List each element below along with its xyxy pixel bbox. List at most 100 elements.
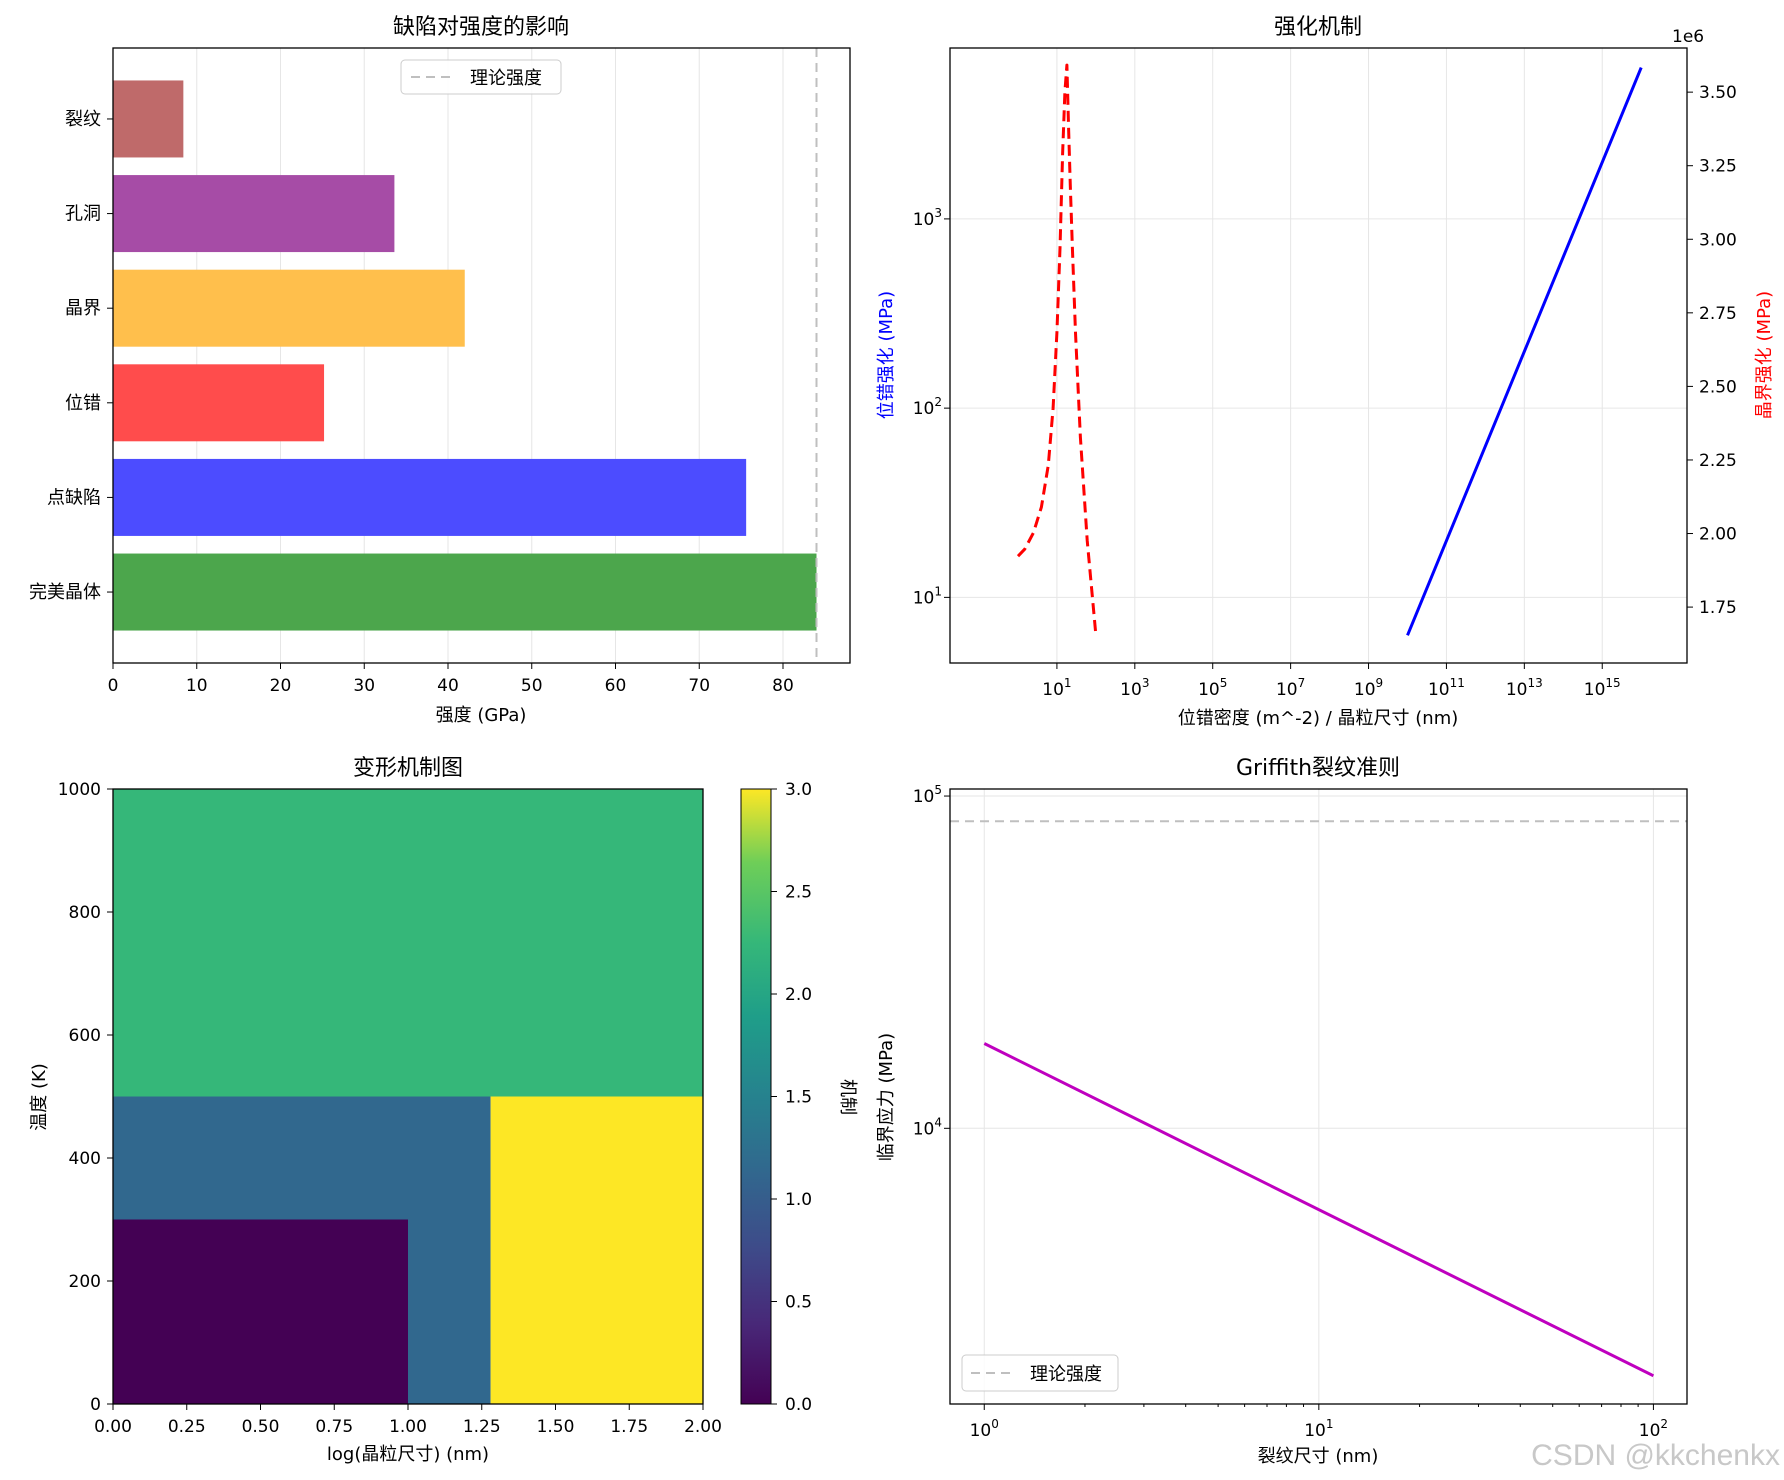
- right-y-tick-label: 3.50: [1699, 83, 1737, 103]
- x-tick-label: 30: [353, 676, 375, 696]
- left-y-tick-label: 102: [913, 395, 942, 419]
- x-tick-label: 60: [605, 676, 627, 696]
- x-tick-label: 2.00: [684, 1417, 722, 1437]
- x-tick-label: 105: [1198, 676, 1227, 700]
- x-tick-label: 103: [1120, 676, 1149, 700]
- right-y-tick-label: 3.00: [1699, 230, 1737, 250]
- legend-box: [961, 1354, 1119, 1392]
- panel-defect-strength: 0 10 20 30 40 50 60 70 80 完美晶体 点缺陷 位错 晶界 孔洞 裂纹 缺陷对强度的…: [29, 15, 851, 726]
- bar: [113, 364, 325, 442]
- y-tick-label: 晶界: [65, 298, 101, 319]
- x-tick-label: 1.50: [537, 1417, 575, 1437]
- right-y-tick-label: 3.25: [1699, 157, 1737, 177]
- x-tick-label: 0: [108, 676, 119, 696]
- y-tick-label: 1000: [58, 780, 101, 800]
- bar: [113, 80, 184, 158]
- right-y-tick-label: 2.00: [1699, 525, 1737, 545]
- y-tick-label: 400: [69, 1149, 101, 1169]
- watermark: CSDN @kkchenkx: [1531, 1439, 1780, 1472]
- panel-deformation-map: 0.00 0.25 0.50 0.75 1.00 1.25 1.50 1.75 2.00 0 20…: [29, 756, 858, 1465]
- colorbar-label: 机制: [837, 1079, 858, 1115]
- axes-frame: [949, 47, 1688, 664]
- y-axis-label: 临界应力 (MPa): [876, 1033, 897, 1161]
- x-axis-label: 强度 (GPa): [436, 705, 527, 726]
- x-tick-label: 1015: [1584, 676, 1621, 700]
- colorbar-tick-label: 1.5: [785, 1088, 812, 1108]
- right-y-tick-label: 2.25: [1699, 451, 1737, 471]
- y-tick-label: 孔洞: [65, 204, 101, 225]
- x-tick-label: 1.75: [610, 1417, 648, 1437]
- mechanism-region: [408, 1219, 491, 1404]
- colorbar-tick-label: 2.0: [785, 985, 812, 1005]
- right-y-axis-label: 晶界强化 (MPa): [1754, 291, 1775, 419]
- x-tick-label: 20: [270, 676, 292, 696]
- x-tick-label: 101: [1042, 676, 1071, 700]
- colorbar-tick-label: 0.0: [785, 1395, 812, 1415]
- chart-title: 变形机制图: [353, 756, 463, 781]
- colorbar-tick-label: 3.0: [785, 780, 812, 800]
- legend-label: 理论强度: [1030, 1364, 1102, 1385]
- x-tick-label: 1.25: [463, 1417, 501, 1437]
- x-tick-label: 40: [437, 676, 459, 696]
- y-tick-label: 600: [69, 1026, 101, 1046]
- x-tick-label: 10: [186, 676, 208, 696]
- y-tick-label: 裂纹: [65, 109, 101, 130]
- y-tick-label: 800: [69, 903, 101, 923]
- x-tick-label: 1011: [1428, 676, 1465, 700]
- left-y-tick-label: 103: [913, 206, 942, 230]
- x-tick-label: 107: [1276, 676, 1305, 700]
- right-y-tick-label: 2.50: [1699, 377, 1737, 397]
- y-tick-label: 位错: [65, 393, 101, 414]
- x-tick-label: 80: [772, 676, 794, 696]
- right-y-tick-label: 1.75: [1699, 598, 1737, 618]
- y-tick-label: 200: [69, 1272, 101, 1292]
- x-tick-label: 1.00: [389, 1417, 427, 1437]
- colorbar-tick-label: 2.5: [785, 883, 812, 903]
- colorbar-tick-label: 1.0: [785, 1190, 812, 1210]
- x-axis-label: log(晶粒尺寸) (nm): [327, 1444, 489, 1465]
- x-tick-label: 70: [688, 676, 710, 696]
- legend: 理论强度: [400, 59, 562, 95]
- y-tick-label: 点缺陷: [47, 487, 101, 508]
- x-tick-label: 1013: [1506, 676, 1543, 700]
- axes-frame: [112, 47, 851, 664]
- x-tick-label: 109: [1354, 676, 1383, 700]
- y-tick-label: 104: [913, 1115, 942, 1139]
- colorbar: [740, 788, 772, 1405]
- x-tick-label: 102: [1639, 1417, 1668, 1441]
- offset-text: 1e6: [1672, 27, 1704, 47]
- y-tick-label: 105: [913, 783, 942, 807]
- right-y-tick-label: 2.75: [1699, 304, 1737, 324]
- chart-title: 强化机制: [1274, 15, 1362, 40]
- left-y-tick-label: 101: [913, 584, 942, 608]
- mechanism-region: [113, 1219, 408, 1404]
- x-axis-label: 裂纹尺寸 (nm): [1258, 1446, 1379, 1467]
- mechanism-region: [490, 1096, 703, 1404]
- left-y-axis-label: 位错强化 (MPa): [876, 291, 897, 419]
- x-tick-label: 0.25: [168, 1417, 206, 1437]
- x-tick-label: 0.00: [94, 1417, 132, 1437]
- series-line: [1016, 63, 1098, 636]
- bar: [113, 269, 465, 347]
- x-tick-label: 0.75: [315, 1417, 353, 1437]
- legend-label: 理论强度: [470, 68, 542, 89]
- colorbar-tick-label: 0.5: [785, 1293, 812, 1313]
- chart-title: Griffith裂纹准则: [1236, 756, 1400, 781]
- bar: [113, 175, 395, 253]
- x-tick-label: 50: [521, 676, 543, 696]
- x-axis-label: 位错密度 (m^-2) / 晶粒尺寸 (nm): [1178, 708, 1459, 729]
- legend: 理论强度: [961, 1354, 1119, 1392]
- y-axis-label: 温度 (K): [29, 1063, 50, 1131]
- mechanism-region: [113, 789, 703, 1097]
- y-tick-label: 0: [90, 1395, 101, 1415]
- bar: [113, 458, 747, 536]
- x-tick-label: 101: [1304, 1417, 1333, 1441]
- legend-box: [400, 59, 562, 95]
- panel-strengthening: 101 103 105 107 109 1011 1013 1015 101 102 103 1.…: [876, 15, 1775, 729]
- chart-title: 缺陷对强度的影响: [393, 15, 569, 40]
- bar: [113, 553, 817, 631]
- x-tick-label: 0.50: [242, 1417, 280, 1437]
- y-tick-label: 完美晶体: [29, 582, 101, 603]
